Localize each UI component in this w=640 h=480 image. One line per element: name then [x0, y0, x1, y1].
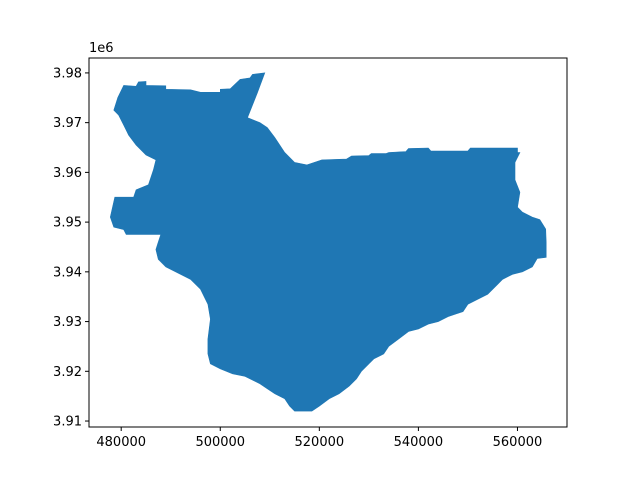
y-offset-label: 1e6: [89, 41, 114, 56]
plot-area: [109, 72, 547, 412]
y-tick-label: 3.92: [53, 365, 82, 380]
x-tick-label: 480000: [96, 435, 146, 450]
axes-frame: [88, 57, 568, 428]
y-tick-label: 3.96: [53, 166, 82, 181]
y-tick-label: 3.91: [53, 415, 82, 430]
x-tick-label: 520000: [295, 435, 345, 450]
region-polygon: [109, 72, 547, 412]
y-tick-label: 3.94: [53, 265, 82, 280]
x-tick-label: 560000: [493, 435, 543, 450]
x-tick-label: 500000: [195, 435, 245, 450]
y-tick-label: 3.97: [53, 116, 82, 131]
y-tick-label: 3.93: [53, 315, 82, 330]
y-tick-label: 3.95: [53, 216, 82, 231]
x-tick-label: 540000: [394, 435, 444, 450]
y-tick-label: 3.98: [53, 66, 82, 81]
y-axis: 3.91 3.92 3.93 3.94 3.95 3.96 3.97 3.98: [53, 66, 89, 430]
x-axis: 480000 500000 520000 540000 560000: [96, 427, 542, 450]
